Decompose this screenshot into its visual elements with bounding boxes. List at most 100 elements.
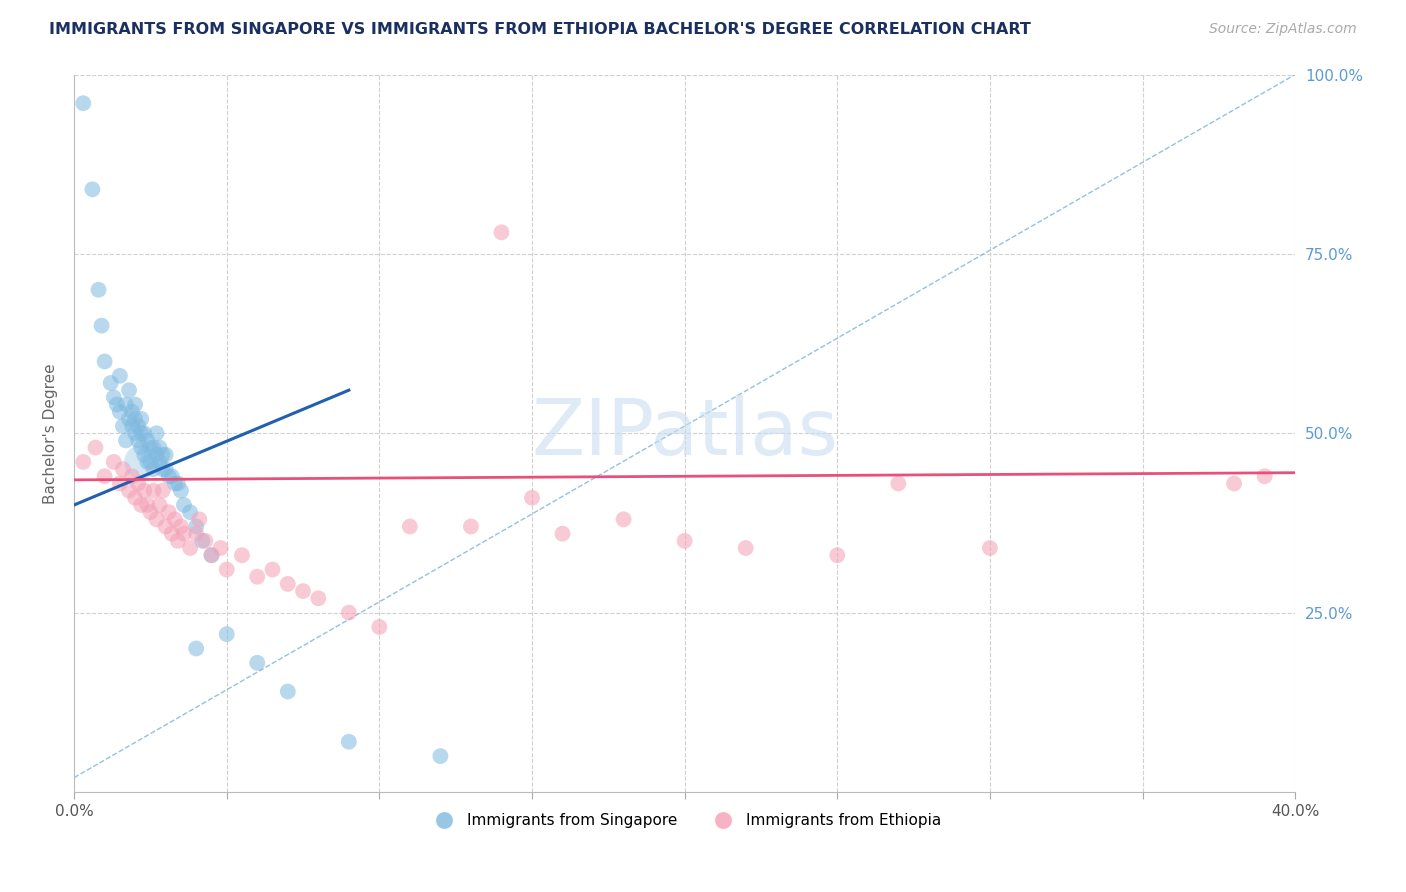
Point (887, 476, 910, 491)
Point (142, 483, 165, 498)
Point (72, 96, 94, 111)
Point (145, 448, 167, 462)
Point (277, 684, 299, 698)
Point (105, 398, 128, 412)
Point (93, 354, 115, 368)
Point (108, 476, 131, 491)
Point (979, 541, 1001, 555)
Point (136, 455, 159, 469)
Point (200, 548, 222, 562)
Point (103, 390, 125, 404)
Y-axis label: Bachelor's Degree: Bachelor's Degree (44, 363, 58, 504)
Point (277, 577, 299, 591)
Point (155, 448, 177, 462)
Point (194, 533, 217, 548)
Point (368, 620, 391, 634)
Point (124, 491, 146, 505)
Point (129, 412, 152, 426)
Point (173, 526, 195, 541)
Point (292, 584, 315, 599)
Point (121, 469, 143, 483)
Point (231, 548, 253, 562)
Point (1253, 469, 1275, 483)
Point (84, 441, 107, 455)
Point (148, 455, 170, 469)
Point (111, 462, 134, 476)
Point (108, 368, 131, 383)
Point (262, 563, 284, 577)
Point (142, 462, 165, 476)
Text: ZIPatlas: ZIPatlas (531, 395, 838, 471)
Point (118, 483, 141, 498)
Point (118, 383, 141, 397)
Point (173, 498, 195, 512)
Point (520, 491, 543, 505)
Legend: Immigrants from Singapore, Immigrants from Ethiopia: Immigrants from Singapore, Immigrants fr… (422, 807, 948, 835)
Point (337, 606, 360, 620)
Text: IMMIGRANTS FROM SINGAPORE VS IMMIGRANTS FROM ETHIOPIA BACHELOR'S DEGREE CORRELAT: IMMIGRANTS FROM SINGAPORE VS IMMIGRANTS … (49, 22, 1031, 37)
Point (163, 476, 186, 491)
Point (825, 548, 848, 562)
Point (673, 533, 696, 548)
Point (145, 512, 167, 526)
Point (160, 469, 183, 483)
Point (551, 526, 574, 541)
Point (115, 398, 138, 412)
Point (124, 412, 146, 426)
Point (186, 519, 208, 533)
Point (129, 455, 152, 469)
Point (613, 512, 636, 526)
Point (108, 405, 131, 419)
Point (127, 434, 149, 448)
Point (157, 469, 180, 483)
Point (124, 398, 146, 412)
Point (186, 641, 208, 656)
Point (170, 483, 193, 498)
Point (246, 570, 269, 584)
Point (188, 512, 211, 526)
Point (215, 627, 238, 641)
Point (118, 412, 141, 426)
Point (87, 283, 110, 297)
Point (163, 512, 186, 526)
Point (191, 533, 214, 548)
Point (307, 591, 329, 606)
Point (82, 182, 104, 196)
Point (134, 448, 156, 462)
Point (103, 455, 125, 469)
Point (139, 455, 162, 469)
Point (152, 483, 174, 498)
Point (734, 541, 756, 555)
Point (72, 455, 94, 469)
Point (139, 505, 162, 519)
Point (179, 505, 201, 519)
Point (160, 526, 183, 541)
Point (337, 735, 360, 749)
Point (429, 749, 451, 764)
Point (100, 376, 122, 390)
Point (136, 434, 159, 448)
Point (167, 476, 190, 491)
Point (186, 526, 208, 541)
Point (127, 476, 149, 491)
Point (139, 441, 162, 455)
Point (129, 441, 152, 455)
Point (155, 462, 177, 476)
Point (209, 541, 232, 555)
Point (491, 225, 513, 239)
Point (134, 483, 156, 498)
Point (152, 448, 174, 462)
Point (90, 318, 112, 333)
Point (121, 405, 143, 419)
Point (93, 469, 115, 483)
Point (215, 563, 238, 577)
Point (129, 498, 152, 512)
Point (157, 505, 180, 519)
Text: Source: ZipAtlas.com: Source: ZipAtlas.com (1209, 22, 1357, 37)
Point (142, 441, 165, 455)
Point (155, 519, 177, 533)
Point (148, 498, 170, 512)
Point (136, 498, 159, 512)
Point (399, 519, 422, 533)
Point (460, 519, 482, 533)
